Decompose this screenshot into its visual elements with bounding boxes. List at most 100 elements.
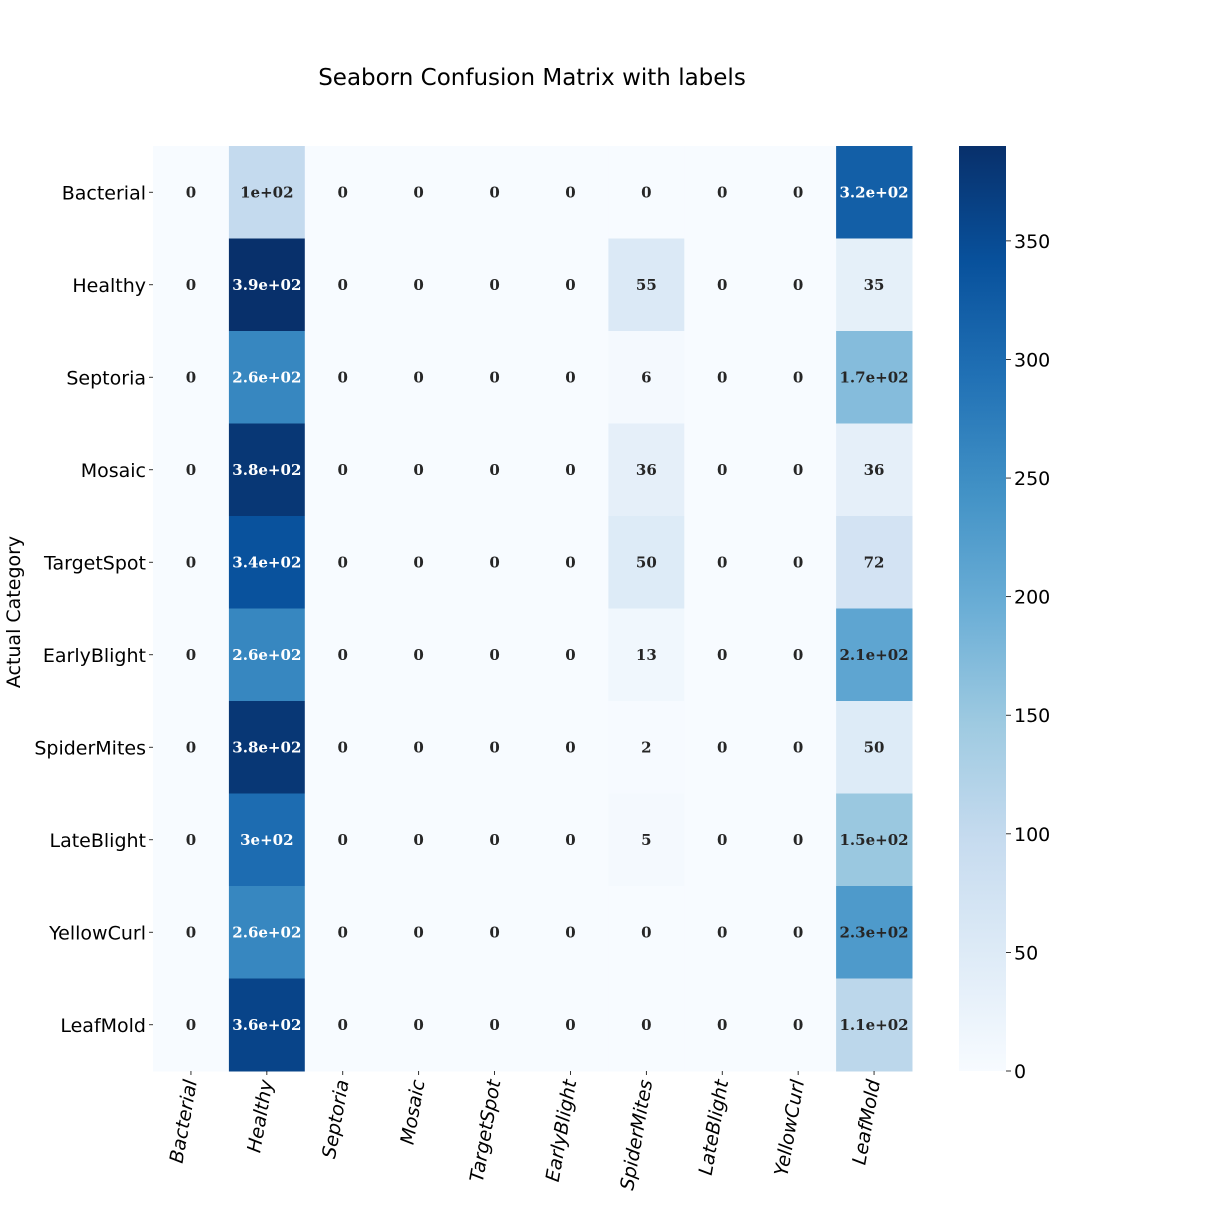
heatmap-cell-label: 0 — [413, 923, 423, 941]
heatmap-cell-label: 3.8e+02 — [232, 461, 301, 479]
heatmap-cell-label: 3.4e+02 — [232, 553, 301, 571]
heatmap-cell-label: 0 — [186, 831, 196, 849]
heatmap-cell-label: 0 — [489, 553, 499, 571]
heatmap-cell-label: 6 — [641, 368, 651, 386]
column-tick-label: LateBlight — [695, 1077, 734, 1177]
heatmap-cell-label: 5 — [641, 831, 651, 849]
heatmap-cell-label: 35 — [864, 276, 885, 294]
row-tick-label: Bacterial — [62, 182, 146, 204]
heatmap-cell-label: 1e+02 — [240, 183, 293, 201]
heatmap-cell-label: 0 — [793, 923, 803, 941]
colorbar-tick-label: 100 — [1014, 824, 1050, 846]
heatmap-cell-label: 3e+02 — [240, 831, 293, 849]
heatmap-cell-label: 0 — [793, 461, 803, 479]
heatmap-cell-label: 13 — [636, 646, 657, 664]
heatmap-cell-label: 0 — [793, 831, 803, 849]
heatmap-cell-label: 0 — [793, 1016, 803, 1034]
row-tick-label: LateBlight — [49, 830, 146, 852]
heatmap-cell-label: 0 — [186, 646, 196, 664]
heatmap-cell-label: 2 — [641, 738, 651, 756]
heatmap-cell-label: 0 — [186, 183, 196, 201]
heatmap-cell-label: 0 — [186, 276, 196, 294]
heatmap-cell-label: 0 — [186, 923, 196, 941]
colorbar-tick-label: 0 — [1014, 1061, 1026, 1083]
heatmap-cell-label: 0 — [338, 553, 348, 571]
heatmap-cell-label: 0 — [793, 368, 803, 386]
column-tick-label: YellowCurl — [771, 1077, 810, 1177]
heatmap-cell-label: 0 — [793, 738, 803, 756]
column-tick-label: LeafMold — [848, 1077, 885, 1166]
heatmap-cell-label: 0 — [338, 276, 348, 294]
row-tick-labels: BacterialHealthySeptoriaMosaicTargetSpot… — [34, 182, 153, 1037]
heatmap-cell-label: 0 — [565, 923, 575, 941]
heatmap-cell-label: 0 — [489, 1016, 499, 1034]
heatmap-cell-label: 50 — [636, 553, 657, 571]
heatmap-cell-label: 0 — [793, 553, 803, 571]
heatmap-cell-label: 0 — [641, 1016, 651, 1034]
heatmap-cell-label: 1.7e+02 — [840, 368, 909, 386]
heatmap-cell-label: 0 — [186, 1016, 196, 1034]
row-tick-label: TargetSpot — [43, 552, 146, 574]
heatmap-cell-label: 0 — [413, 831, 423, 849]
heatmap-cell-label: 0 — [338, 1016, 348, 1034]
heatmap-cell-label: 0 — [489, 923, 499, 941]
chart-title: Seaborn Confusion Matrix with labels — [318, 65, 746, 91]
heatmap-cell-label: 0 — [565, 183, 575, 201]
heatmap-cell-label: 0 — [338, 923, 348, 941]
heatmap-cell-label: 0 — [641, 183, 651, 201]
heatmap-cell-label: 2.6e+02 — [232, 923, 301, 941]
heatmap-cell-label: 0 — [717, 738, 727, 756]
column-tick-label: SpiderMites — [616, 1078, 657, 1192]
heatmap-cell-label: 0 — [793, 183, 803, 201]
heatmap-cell-label: 55 — [636, 276, 657, 294]
heatmap-cell-label: 0 — [413, 368, 423, 386]
heatmap-cell-label: 0 — [186, 738, 196, 756]
row-tick-label: YellowCurl — [48, 922, 146, 944]
heatmap-cell-label: 0 — [338, 738, 348, 756]
heatmap-cell-label: 0 — [565, 461, 575, 479]
heatmap-cell-label: 0 — [565, 368, 575, 386]
heatmap-cell-label: 1.1e+02 — [840, 1016, 909, 1034]
column-tick-label: Mosaic — [397, 1078, 430, 1147]
heatmap-cell-label: 0 — [413, 738, 423, 756]
heatmap-cell-label: 0 — [565, 646, 575, 664]
heatmap-cell-label: 0 — [413, 461, 423, 479]
heatmap-cell-label: 0 — [489, 276, 499, 294]
heatmap-cell-label: 0 — [489, 831, 499, 849]
heatmap-cell-label: 0 — [413, 646, 423, 664]
column-tick-label: Healthy — [243, 1077, 278, 1154]
heatmap-cell-label: 2.1e+02 — [840, 646, 909, 664]
heatmap-cell-label: 0 — [641, 923, 651, 941]
heatmap-cell-label: 0 — [186, 461, 196, 479]
heatmap-cell-label: 0 — [338, 831, 348, 849]
heatmap-cell-label: 3.2e+02 — [840, 183, 909, 201]
heatmap-cell-label: 0 — [565, 738, 575, 756]
colorbar-gradient — [959, 146, 1006, 1071]
y-axis-label: Actual Category — [3, 536, 25, 688]
heatmap-cell-label: 0 — [413, 1016, 423, 1034]
heatmap-cell-label: 0 — [489, 461, 499, 479]
colorbar-tick-label: 150 — [1014, 705, 1050, 727]
heatmap-cell-label: 0 — [717, 831, 727, 849]
heatmap-cell-label: 0 — [338, 183, 348, 201]
heatmap-cell-label: 0 — [565, 276, 575, 294]
heatmap-cell-label: 0 — [717, 183, 727, 201]
heatmap-cell-label: 0 — [717, 646, 727, 664]
heatmap-cell-label: 0 — [565, 831, 575, 849]
row-tick-label: LeafMold — [60, 1015, 146, 1037]
column-tick-label: Bacterial — [166, 1077, 202, 1165]
heatmap-cell-label: 0 — [489, 183, 499, 201]
heatmap-cell-label: 0 — [717, 276, 727, 294]
heatmap-cell-label: 0 — [186, 368, 196, 386]
heatmap-cell-label: 0 — [717, 553, 727, 571]
heatmap-cell-label: 0 — [489, 368, 499, 386]
row-tick-label: EarlyBlight — [43, 645, 146, 667]
row-tick-label: Mosaic — [81, 460, 146, 482]
heatmap-cell-label: 50 — [864, 738, 885, 756]
row-tick-label: Septoria — [66, 367, 146, 389]
heatmap-cell-label: 0 — [489, 646, 499, 664]
heatmap-cell-label: 0 — [717, 923, 727, 941]
heatmap-cell-label: 0 — [338, 461, 348, 479]
